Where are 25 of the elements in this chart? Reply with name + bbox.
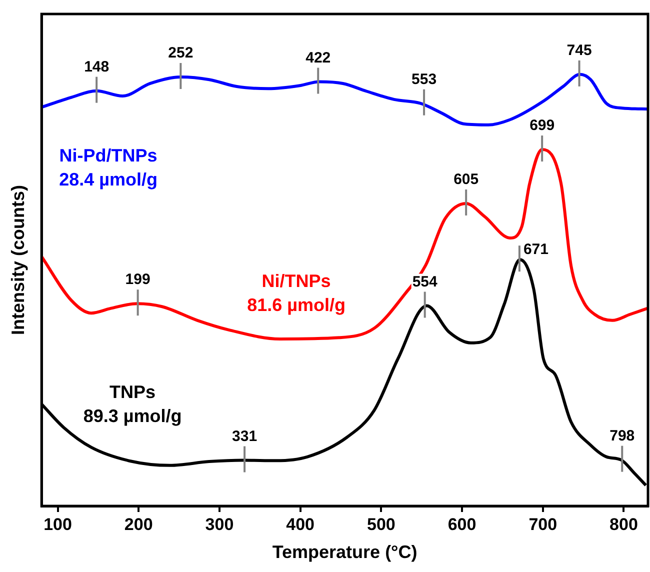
x-tick-label: 400	[286, 514, 315, 534]
annotation: 199	[125, 271, 150, 288]
y-axis-title: Intensity (counts)	[8, 184, 28, 336]
x-tick-label: 500	[366, 514, 396, 534]
x-tick-label: 300	[205, 514, 234, 534]
x-tick-label: 600	[448, 514, 476, 534]
annotation: 553	[412, 70, 437, 88]
annotation: 699	[530, 117, 555, 134]
x-tick-label: 700	[528, 514, 558, 534]
annotation: 798	[610, 427, 635, 444]
annotation: 554	[412, 273, 438, 290]
annotation: 745	[566, 42, 592, 60]
annotation: 671	[523, 241, 548, 258]
x-tick-label: 800	[610, 514, 638, 534]
annotation: 148	[84, 58, 110, 76]
annotation: 331	[232, 428, 258, 445]
annotation: 422	[306, 49, 331, 66]
series-label: Ni/TNPs 81.6 µmol/g	[247, 271, 346, 316]
annotation: 252	[168, 44, 194, 62]
text: Ni-Pd/TNPs 28.4 µmol/g	[59, 146, 158, 190]
series-label: TNPs 89.3 µmol/g	[83, 382, 182, 426]
annotation: 605	[454, 171, 479, 188]
x-tick-label: 100	[44, 514, 72, 534]
x-axis-title: Temperature (°C)	[272, 542, 418, 562]
x-tick-label: 200	[124, 514, 153, 534]
